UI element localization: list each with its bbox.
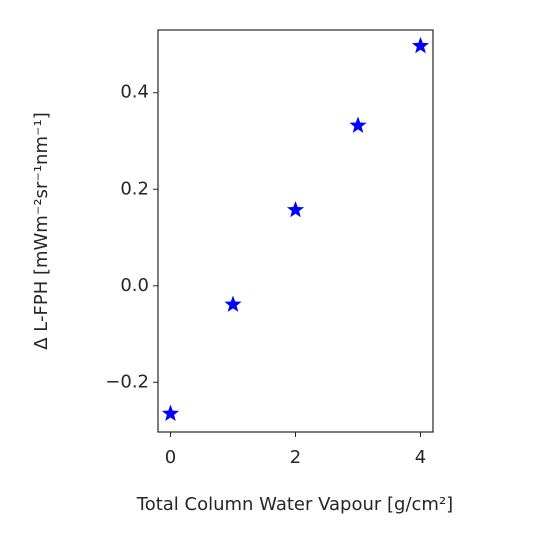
point	[224, 295, 242, 312]
point	[286, 201, 305, 218]
point	[349, 116, 367, 133]
plot-frame	[157, 29, 434, 433]
x-tick-label: 2	[290, 447, 301, 468]
point	[161, 404, 180, 421]
x-tick-label: 0	[165, 447, 176, 468]
x-tick-label: 4	[415, 447, 426, 468]
y-axis-label: Δ L-FPH [mWm⁻²sr⁻¹nm⁻¹]	[31, 112, 52, 350]
y-tick-label: 0.2	[120, 178, 149, 199]
y-tick-label: 0.0	[120, 275, 149, 296]
y-tick-label: 0.4	[120, 82, 149, 103]
point	[411, 36, 430, 54]
x-axis-label: Total Column Water Vapour [g/cm²]	[136, 494, 453, 515]
y-tick-label: −0.2	[105, 371, 149, 392]
